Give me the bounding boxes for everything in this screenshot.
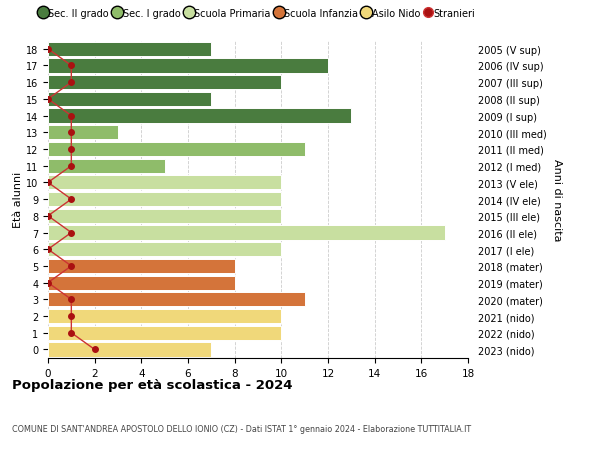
Point <box>67 129 76 137</box>
Point <box>67 112 76 120</box>
Bar <box>48 292 305 307</box>
Point <box>43 46 53 53</box>
Bar <box>48 226 445 240</box>
Bar <box>48 176 281 190</box>
Y-axis label: Anni di nascita: Anni di nascita <box>552 158 562 241</box>
Point <box>43 246 53 253</box>
Point <box>67 230 76 237</box>
Point <box>67 263 76 270</box>
Bar <box>48 126 118 140</box>
Bar <box>48 193 281 207</box>
Legend: Sec. II grado, Sec. I grado, Scuola Primaria, Scuola Infanzia, Asilo Nido, Stran: Sec. II grado, Sec. I grado, Scuola Prim… <box>37 5 479 23</box>
Bar <box>48 309 281 324</box>
Bar <box>48 109 352 123</box>
Bar <box>48 59 328 73</box>
Y-axis label: Età alunni: Età alunni <box>13 172 23 228</box>
Bar <box>48 93 211 107</box>
Text: Popolazione per età scolastica - 2024: Popolazione per età scolastica - 2024 <box>12 378 293 391</box>
Bar <box>48 243 281 257</box>
Point <box>43 179 53 187</box>
Point <box>67 313 76 320</box>
Point <box>90 346 100 353</box>
Point <box>67 146 76 153</box>
Bar <box>48 326 281 340</box>
Text: COMUNE DI SANT'ANDREA APOSTOLO DELLO IONIO (CZ) - Dati ISTAT 1° gennaio 2024 - E: COMUNE DI SANT'ANDREA APOSTOLO DELLO ION… <box>12 425 471 433</box>
Point <box>43 96 53 103</box>
Point <box>67 296 76 303</box>
Point <box>67 62 76 70</box>
Bar <box>48 159 164 174</box>
Bar <box>48 342 211 357</box>
Bar <box>48 209 281 224</box>
Point <box>43 213 53 220</box>
Point <box>67 196 76 203</box>
Bar <box>48 276 235 290</box>
Bar <box>48 43 211 57</box>
Point <box>67 330 76 337</box>
Bar <box>48 259 235 274</box>
Bar <box>48 76 281 90</box>
Point <box>67 79 76 87</box>
Point <box>67 162 76 170</box>
Point <box>43 280 53 287</box>
Bar <box>48 143 305 157</box>
